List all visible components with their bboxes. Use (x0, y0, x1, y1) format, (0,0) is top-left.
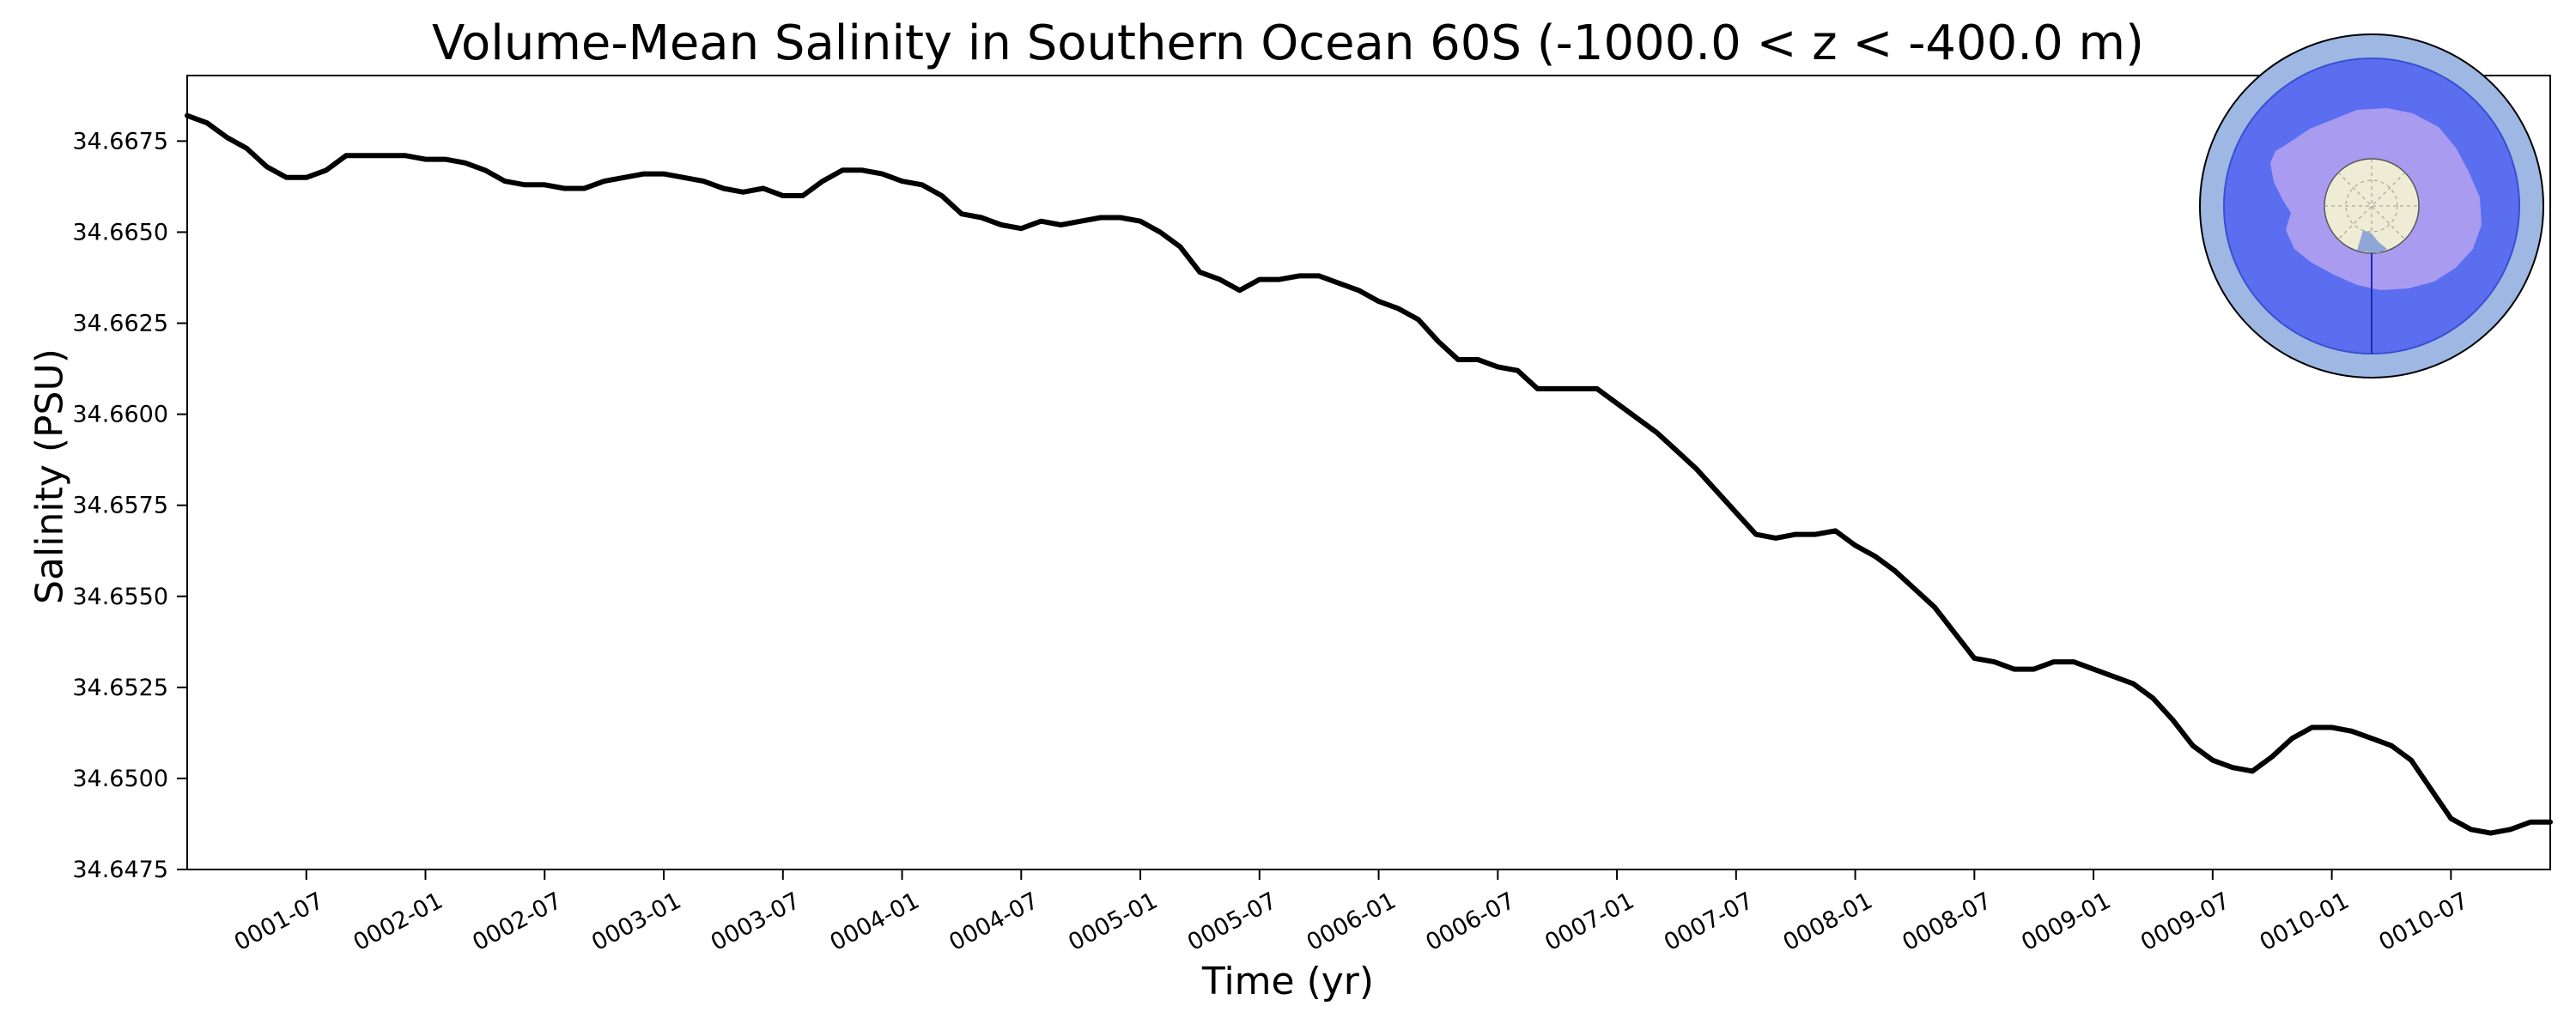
x-tick-label: 0009-07 (2136, 888, 2234, 956)
y-tick-label: 34.6650 (72, 219, 168, 245)
y-tick-label: 34.6550 (72, 584, 168, 610)
x-tick-label: 0005-01 (1064, 888, 1162, 956)
ice-shelf-patch (2357, 230, 2387, 253)
x-tick-label: 0008-07 (1898, 888, 1996, 956)
y-tick-label: 34.6525 (72, 675, 168, 701)
x-tick-label: 0001-07 (230, 888, 328, 956)
x-tick-label: 0004-01 (826, 888, 924, 956)
y-tick-label: 34.6575 (72, 493, 168, 519)
y-axis-ticks: 34.6475 34.6500 34.6525 34.6550 34.6575 34.66… (72, 128, 187, 883)
x-tick-label: 0002-07 (468, 888, 566, 956)
x-tick-label: 0010-07 (2374, 888, 2472, 956)
x-axis-ticks: 0001-07 0002-01 0002-07 0003-01 0003-07 0004-… (230, 869, 2473, 956)
x-tick-label: 0006-01 (1303, 888, 1400, 956)
x-tick-label: 0009-01 (2017, 888, 2115, 956)
x-tick-label: 0003-01 (587, 888, 685, 956)
x-tick-label: 0008-01 (1779, 888, 1877, 956)
x-tick-label: 0005-07 (1183, 888, 1281, 956)
x-tick-label: 0004-07 (945, 888, 1042, 956)
y-tick-label: 34.6500 (72, 766, 168, 792)
x-tick-label: 0002-01 (349, 888, 447, 956)
y-tick-label: 34.6600 (72, 402, 168, 428)
y-tick-label: 34.6675 (72, 128, 168, 154)
x-tick-label: 0003-07 (707, 888, 805, 956)
y-tick-label: 34.6625 (72, 311, 168, 337)
x-tick-label: 0010-01 (2256, 888, 2354, 956)
y-tick-label: 34.6475 (72, 857, 168, 883)
chart-title: Volume-Mean Salinity in Southern Ocean 6… (432, 15, 2144, 71)
x-axis-label: Time (yr) (1201, 960, 1375, 1003)
southern-ocean-inset-map (2199, 33, 2544, 379)
x-tick-label: 0006-07 (1421, 888, 1519, 956)
x-tick-label: 0007-07 (1660, 888, 1758, 956)
x-tick-label: 0007-01 (1540, 888, 1638, 956)
plot-frame (186, 75, 2551, 870)
salinity-series-line (185, 112, 2553, 836)
